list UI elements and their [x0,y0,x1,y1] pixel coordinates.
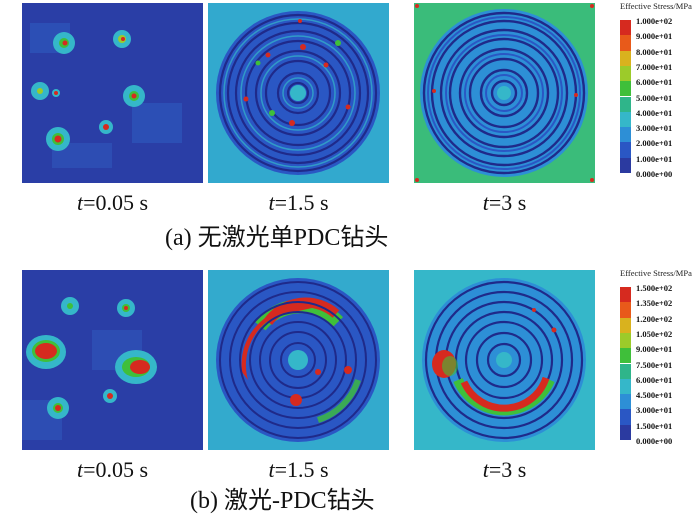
legend-value: 1.000e+01 [636,153,673,164]
legend-swatch [620,363,631,379]
time-label-b-2: t=1.5 s [268,457,329,482]
legend-value: 5.000e+01 [636,92,673,103]
legend-b: Effective Stress/MPa 1.500e+02 1.350e+02 1… [620,268,700,448]
legend-swatch [620,96,631,112]
legend-value: 4.500e+01 [636,390,673,401]
legend-value: 0.000e+00 [636,169,673,179]
legend-b-title: Effective Stress/MPa [620,268,692,278]
legend-swatch [620,394,631,410]
legend-a: Effective Stress/MPa 1.000e+02 9.000e+01 8… [620,1,700,181]
time-label-a-3: t=3 s [482,190,527,215]
legend-a-title: Effective Stress/MPa [620,1,692,11]
panel-b-t15 [208,270,389,450]
time-label-a-1: t=0.05 s [76,190,149,215]
legend-swatch [620,127,631,143]
legend-value: 3.000e+01 [636,123,673,134]
legend-swatch [620,20,631,36]
legend-swatch [620,302,631,318]
legend-swatch [620,157,631,173]
panel-b-t005 [22,270,203,450]
legend-value: 3.000e+01 [636,405,673,416]
legend-value: 1.350e+02 [636,298,673,309]
legend-swatch [620,35,631,51]
legend-swatch [620,142,631,158]
time-label-b-3: t=3 s [482,457,527,482]
legend-value: 2.000e+01 [636,138,673,149]
legend-value: 9.000e+01 [636,344,673,355]
caption-a: (a) 无激光单PDC钻头 [165,225,389,251]
legend-swatch [620,378,631,395]
legend-swatch [620,424,631,440]
legend-value: 7.000e+01 [636,61,673,72]
legend-value: 1.000e+02 [636,16,673,26]
legend-value: 1.050e+02 [636,328,673,339]
legend-value: 1.200e+02 [636,313,673,324]
legend-swatch [620,317,631,333]
legend-swatch [620,332,631,349]
legend-swatch [620,81,631,97]
legend-value: 6.000e+01 [636,374,673,385]
caption-b: (b) 激光-PDC钻头 [190,488,375,514]
legend-value: 6.000e+01 [636,77,673,88]
legend-value: 1.500e+02 [636,283,673,293]
legend-swatch [620,65,631,82]
legend-value: 1.500e+01 [636,420,673,431]
panel-a-t3 [414,3,595,183]
legend-value: 7.500e+01 [636,359,673,370]
legend-swatch [620,111,631,128]
legend-value: 9.000e+01 [636,31,673,42]
time-label-b-1: t=0.05 s [76,457,149,482]
legend-value: 8.000e+01 [636,46,673,57]
time-label-a-2: t=1.5 s [268,190,329,215]
legend-value: 4.000e+01 [636,107,673,118]
legend-swatch [620,409,631,425]
panel-b-t3 [414,270,595,450]
panel-a-t005 [22,3,203,183]
legend-swatch [620,348,631,364]
legend-value: 0.000e+00 [636,436,673,446]
legend-swatch [620,50,631,66]
legend-swatch [620,287,631,303]
panel-a-t15 [208,3,389,183]
